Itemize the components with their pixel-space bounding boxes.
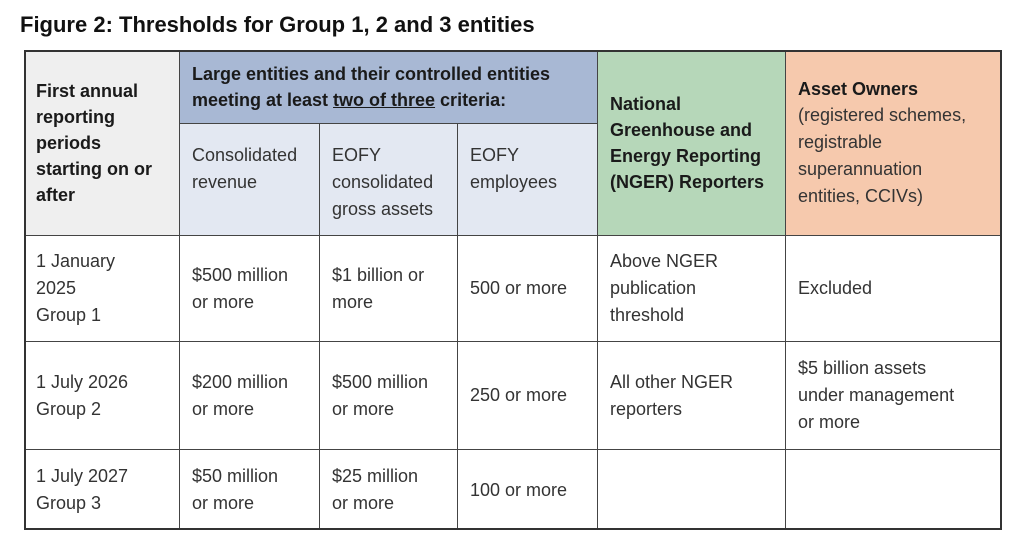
row-3-nger bbox=[598, 450, 786, 530]
header-underlined-fragment: two of three bbox=[333, 89, 436, 110]
header-large-entities: Large entities and their controlled enti… bbox=[180, 50, 598, 124]
cell-text-line: All other NGER bbox=[610, 371, 734, 392]
row-2-assets: $500 million or more bbox=[320, 342, 458, 450]
header-text-fragment: criteria: bbox=[435, 89, 507, 110]
row-3-asset-owners bbox=[786, 450, 1002, 530]
cell-text-line: or more bbox=[192, 493, 255, 513]
header-text-line: entities, CCIVs) bbox=[798, 185, 924, 206]
cell-text-line: more bbox=[332, 291, 374, 312]
figure-title: Figure 2: Thresholds for Group 1, 2 and … bbox=[20, 12, 535, 37]
row-1-nger: Above NGER publication threshold bbox=[598, 236, 786, 342]
row-1-employees: 500 or more bbox=[458, 236, 598, 342]
header-text-line: employees bbox=[470, 172, 558, 192]
header-first-annual-periods: First annual reporting periods starting … bbox=[24, 50, 180, 236]
cell-text-line: or more bbox=[192, 398, 255, 419]
header-text-line: superannuation bbox=[798, 158, 923, 179]
cell-text-line: $1 billion or bbox=[332, 264, 425, 285]
header-text-line: consolidated bbox=[332, 172, 434, 192]
header-text-line: First annual bbox=[36, 80, 139, 101]
row-3-revenue: $50 million or more bbox=[180, 450, 320, 530]
header-text-line: revenue bbox=[192, 172, 258, 192]
cell-text-line: reporters bbox=[610, 398, 683, 419]
header-text-line: Large entities and their controlled enti… bbox=[192, 63, 551, 84]
row-3-period: 1 July 2027 Group 3 bbox=[24, 450, 180, 530]
cell-text-line: or more bbox=[192, 291, 255, 312]
row-2-nger: All other NGER reporters bbox=[598, 342, 786, 450]
cell-text-line: Above NGER bbox=[610, 251, 719, 271]
header-text-line: EOFY bbox=[470, 145, 520, 165]
header-text-fragment: meeting at least bbox=[192, 89, 334, 110]
cell-text-line: 100 or more bbox=[470, 479, 568, 500]
row-2-revenue: $200 million or more bbox=[180, 342, 320, 450]
cell-text-line: 500 or more bbox=[470, 278, 568, 298]
cell-text-line: 1 January bbox=[36, 251, 116, 271]
header-text-line: (NGER) Reporters bbox=[610, 171, 765, 192]
row-3-employees: 100 or more bbox=[458, 450, 598, 530]
cell-text-line: $50 million bbox=[192, 466, 279, 486]
header-text-line: reporting bbox=[36, 106, 115, 127]
header-asset-owners: Asset Owners (registered schemes, regist… bbox=[786, 50, 1002, 236]
row-2-asset-owners: $5 billion assets under management or mo… bbox=[786, 342, 1002, 450]
header-text-line: Greenhouse and bbox=[610, 119, 753, 140]
header-text-line: after bbox=[36, 184, 76, 205]
header-nger-reporters: National Greenhouse and Energy Reporting… bbox=[598, 50, 786, 236]
row-1-asset-owners: Excluded bbox=[786, 236, 1002, 342]
row-2-period: 1 July 2026 Group 2 bbox=[24, 342, 180, 450]
cell-text-line: 250 or more bbox=[470, 385, 568, 405]
cell-text-line: publication bbox=[610, 278, 697, 298]
cell-text-line: $500 million bbox=[192, 264, 289, 285]
header-gross-assets: EOFY consolidated gross assets bbox=[320, 124, 458, 236]
cell-text-line: threshold bbox=[610, 305, 685, 325]
header-text-line: Consolidated bbox=[192, 145, 298, 165]
cell-text-line: 2025 bbox=[36, 278, 77, 298]
cell-text-line: $200 million bbox=[192, 371, 289, 392]
header-text-line: periods bbox=[36, 132, 102, 153]
header-text-line: EOFY bbox=[332, 145, 382, 165]
row-1-period: 1 January 2025 Group 1 bbox=[24, 236, 180, 342]
header-text-line: Energy Reporting bbox=[610, 145, 762, 166]
cell-text-line: $5 billion assets bbox=[798, 358, 927, 378]
cell-text-line: or more bbox=[332, 398, 395, 419]
cell-text-line: Excluded bbox=[798, 278, 873, 298]
cell-text-line: Group 3 bbox=[36, 493, 102, 513]
cell-text-line: 1 July 2027 bbox=[36, 466, 129, 486]
thresholds-table: First annual reporting periods starting … bbox=[24, 50, 1002, 530]
header-text-line: starting on or bbox=[36, 158, 152, 179]
header-employees: EOFY employees bbox=[458, 124, 598, 236]
cell-text-line: or more bbox=[798, 412, 861, 432]
cell-text-line: Group 1 bbox=[36, 305, 102, 325]
header-text-line: (registered schemes, bbox=[798, 104, 967, 125]
header-consolidated-revenue: Consolidated revenue bbox=[180, 124, 320, 236]
cell-text-line: $25 million bbox=[332, 466, 419, 486]
header-text-line: meeting at least two of three criteria: bbox=[192, 87, 585, 113]
cell-text-line: or more bbox=[332, 493, 395, 513]
header-text-line: National bbox=[610, 93, 682, 114]
header-text-line: gross assets bbox=[332, 199, 434, 219]
cell-text-line: 1 July 2026 bbox=[36, 371, 129, 392]
row-1-assets: $1 billion or more bbox=[320, 236, 458, 342]
row-2-employees: 250 or more bbox=[458, 342, 598, 450]
cell-text-line: $500 million bbox=[332, 371, 429, 392]
row-1-revenue: $500 million or more bbox=[180, 236, 320, 342]
row-3-assets: $25 million or more bbox=[320, 450, 458, 530]
header-text-line: Asset Owners bbox=[798, 78, 919, 99]
header-text-line: registrable bbox=[798, 131, 883, 152]
cell-text-line: under management bbox=[798, 385, 955, 405]
cell-text-line: Group 2 bbox=[36, 398, 102, 419]
